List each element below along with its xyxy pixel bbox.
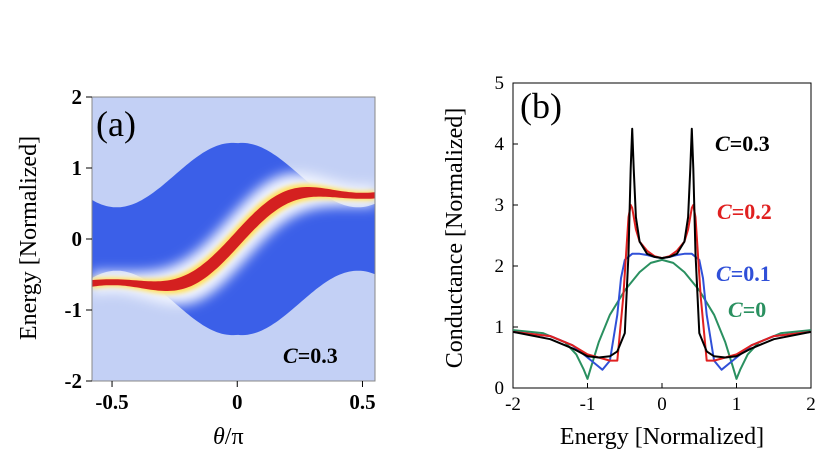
- legend-label: C=0.3: [715, 131, 770, 156]
- y-tick-label-b: 3: [495, 195, 505, 216]
- legend-label-italic: C: [715, 131, 730, 156]
- x-tick-label-a: 0: [232, 390, 243, 414]
- panel-a: (a) C=0.3 -0.5 0 0.5 -2 -1 0 1 2 θ/π Energy [N…: [16, 85, 376, 450]
- y-tick-label-a: -2: [65, 369, 83, 393]
- y-tick-label-a: -1: [65, 298, 83, 322]
- x-axis-a: -0.5 0 0.5: [95, 381, 376, 414]
- x-tick-label-b: -1: [580, 394, 596, 415]
- y-tick-label-a: 2: [72, 85, 83, 109]
- y-tick-label-b: 5: [495, 73, 505, 94]
- legend-label-rest: =0.1: [731, 261, 771, 286]
- annotation-a-italic: C: [283, 343, 298, 368]
- series-line-C-0_3: [513, 127, 811, 359]
- legend-label-rest: =0.2: [732, 199, 772, 224]
- x-tick-label-b: 2: [806, 394, 816, 415]
- x-tick-label-b: 1: [732, 394, 742, 415]
- legend-label: C=0: [728, 297, 766, 322]
- x-tick-label-b: 0: [657, 394, 667, 415]
- y-tick-label-b: 1: [495, 317, 505, 338]
- y-axis-label-a: Energy [Normalized]: [16, 136, 42, 340]
- y-axis-a: -2 -1 0 1 2: [65, 85, 92, 393]
- y-tick-label-b: 0: [495, 378, 505, 399]
- legend-label-italic: C: [717, 199, 732, 224]
- y-tick-label-b: 2: [495, 256, 505, 277]
- annotation-a-rest: =0.3: [298, 343, 338, 368]
- heatmap-ridge-red: [92, 187, 375, 291]
- legend-label-rest: =0: [743, 297, 767, 322]
- legend-b: C=0.3C=0.2C=0.1C=0: [715, 131, 772, 322]
- legend-label: C=0.1: [716, 261, 771, 286]
- y-axis-b: 0 1 2 3 4 5: [495, 73, 518, 399]
- y-tick-label-a: 1: [72, 156, 83, 180]
- y-tick-label-a: 0: [72, 227, 83, 251]
- legend-label: C=0.2: [717, 199, 772, 224]
- x-axis-b: -2 -1 0 1 2: [505, 383, 816, 415]
- series-line-C-0: [513, 258, 811, 380]
- x-tick-label-a: -0.5: [95, 390, 128, 414]
- x-axis-label-a-italic: θ: [213, 424, 225, 450]
- panel-label-b: (b): [520, 86, 562, 126]
- annotation-a: C=0.3: [283, 343, 338, 368]
- legend-label-rest: =0.3: [730, 131, 770, 156]
- x-axis-label-a: θ/π: [213, 424, 244, 450]
- x-axis-label-b: Energy [Normalized]: [560, 424, 764, 450]
- heatmap-area: [92, 97, 375, 381]
- y-tick-label-b: 4: [495, 134, 505, 155]
- x-tick-label-a: 0.5: [349, 390, 375, 414]
- panel-label-a: (a): [96, 104, 136, 144]
- legend-label-italic: C: [728, 297, 743, 322]
- legend-label-italic: C: [716, 261, 731, 286]
- x-axis-label-a-rest: /π: [225, 424, 244, 450]
- y-axis-label-b: Conductance [Normalized]: [442, 108, 468, 369]
- x-tick-label-b: -2: [505, 394, 521, 415]
- series-lines: [513, 127, 811, 380]
